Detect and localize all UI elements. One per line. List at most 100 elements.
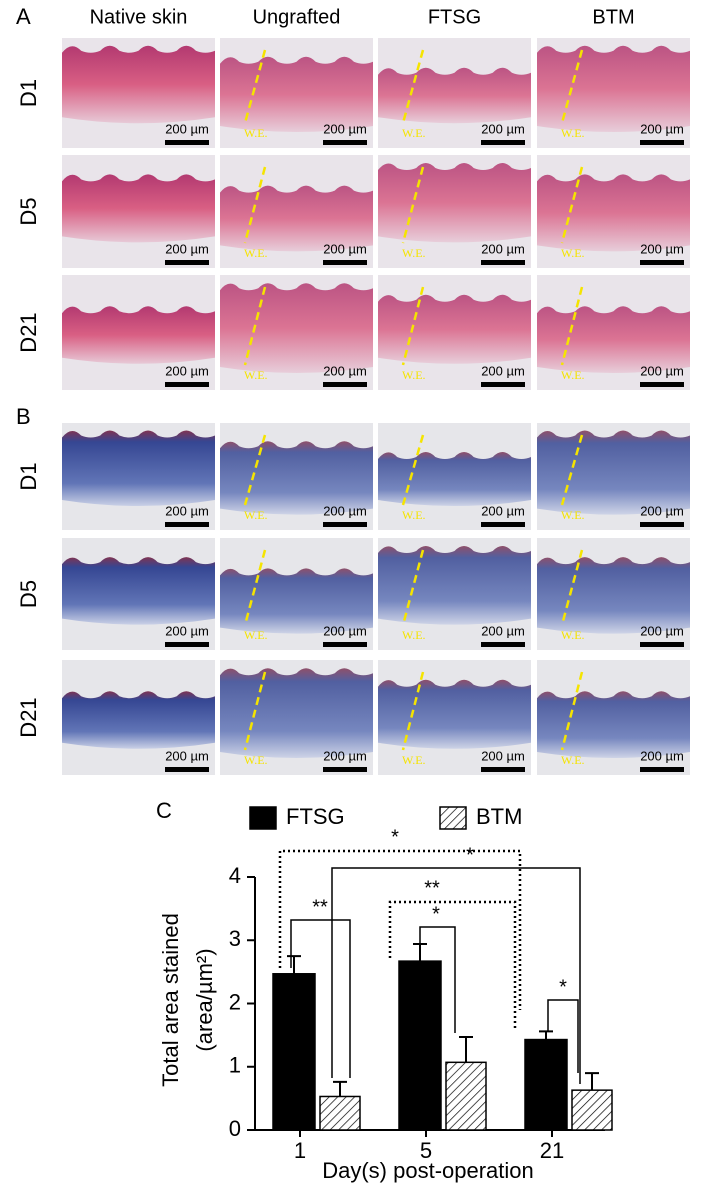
significance-label: * bbox=[466, 844, 474, 866]
scale-bar bbox=[165, 260, 209, 265]
tissue bbox=[220, 283, 373, 373]
scale-bar-label: 200 µm bbox=[640, 623, 684, 638]
scale-bar bbox=[323, 642, 367, 647]
wound-edge-label: W.E. bbox=[561, 753, 585, 767]
tissue bbox=[537, 306, 690, 373]
column-header: FTSG bbox=[428, 6, 481, 28]
wound-edge bbox=[401, 286, 425, 366]
wound-edge-label: W.E. bbox=[244, 246, 268, 260]
x-tick-label: 21 bbox=[540, 1138, 564, 1163]
tissue bbox=[220, 568, 373, 634]
scale-bar-label: 200 µm bbox=[323, 363, 367, 378]
scale-bar-label: 200 µm bbox=[640, 241, 684, 256]
scale-bar bbox=[165, 642, 209, 647]
scale-bar-label: 200 µm bbox=[640, 121, 684, 136]
y-axis-title: (area/µm²) bbox=[192, 948, 217, 1051]
scale-bar bbox=[481, 382, 525, 387]
scale-bar-label: 200 µm bbox=[165, 503, 209, 518]
scale-bar bbox=[165, 140, 209, 145]
tissue bbox=[378, 67, 531, 124]
scale-bar-label: 200 µm bbox=[481, 241, 525, 256]
panel-label: B bbox=[16, 404, 31, 429]
scale-bar-label: 200 µm bbox=[640, 363, 684, 378]
wound-edge-label: W.E. bbox=[244, 508, 268, 522]
wound-edge-label: W.E. bbox=[402, 246, 426, 260]
y-tick-label: 4 bbox=[229, 863, 241, 888]
wound-edge-label: W.E. bbox=[244, 126, 268, 140]
wound-edge-label: W.E. bbox=[561, 126, 585, 140]
scale-bar bbox=[640, 642, 684, 647]
scale-bar-label: 200 µm bbox=[640, 503, 684, 518]
wound-edge-label: W.E. bbox=[561, 508, 585, 522]
scale-bar bbox=[481, 260, 525, 265]
scale-bar bbox=[640, 767, 684, 772]
significance-bracket bbox=[419, 926, 456, 1033]
scale-bar bbox=[481, 767, 525, 772]
significance-bracket bbox=[388, 900, 517, 1030]
column-header: Native skin bbox=[90, 6, 188, 28]
y-tick-label: 3 bbox=[229, 926, 241, 951]
legend-label: FTSG bbox=[286, 804, 345, 829]
x-tick-label: 5 bbox=[420, 1138, 432, 1163]
bar bbox=[272, 973, 316, 1131]
scale-bar-label: 200 µm bbox=[481, 363, 525, 378]
scale-bar-label: 200 µm bbox=[481, 121, 525, 136]
significance-bracket bbox=[278, 849, 522, 1010]
panel-label: A bbox=[16, 4, 31, 29]
scale-bar-label: 200 µm bbox=[481, 623, 525, 638]
significance-bracket bbox=[290, 919, 351, 1078]
tissue bbox=[378, 545, 531, 625]
wound-edge-label: W.E. bbox=[561, 628, 585, 642]
error-bar bbox=[333, 1080, 347, 1097]
tissue bbox=[220, 185, 373, 252]
row-label: D1 bbox=[16, 79, 41, 107]
significance-label: * bbox=[559, 976, 567, 998]
significance-label: ** bbox=[312, 896, 328, 918]
wound-edge bbox=[243, 286, 267, 366]
legend-swatch bbox=[439, 806, 467, 830]
row-label: D21 bbox=[16, 697, 41, 737]
scale-bar-label: 200 µm bbox=[323, 241, 367, 256]
wound-edge bbox=[401, 671, 425, 751]
wound-edge-label: W.E. bbox=[402, 628, 426, 642]
scale-bar-label: 200 µm bbox=[481, 748, 525, 763]
tissue bbox=[537, 174, 690, 252]
scale-bar bbox=[481, 140, 525, 145]
tissue bbox=[220, 441, 373, 515]
y-axis-title: Total area stained bbox=[158, 913, 183, 1087]
scale-bar-label: 200 µm bbox=[165, 363, 209, 378]
column-header: BTM bbox=[592, 6, 634, 28]
scale-bar bbox=[640, 522, 684, 527]
bar bbox=[524, 1038, 568, 1131]
scale-bar bbox=[640, 382, 684, 387]
x-tick-label: 1 bbox=[294, 1138, 306, 1163]
scale-bar bbox=[323, 522, 367, 527]
wound-edge bbox=[560, 286, 584, 366]
significance-label: * bbox=[391, 826, 399, 848]
tissue bbox=[62, 45, 215, 124]
tissue bbox=[220, 668, 373, 758]
error-bar bbox=[539, 1030, 553, 1040]
y-tick-label: 1 bbox=[229, 1053, 241, 1078]
wound-edge-label: W.E. bbox=[402, 753, 426, 767]
tissue bbox=[378, 451, 531, 507]
scale-bar bbox=[323, 767, 367, 772]
significance-bracket bbox=[331, 867, 581, 1084]
error-bar bbox=[585, 1072, 599, 1091]
scale-bar bbox=[640, 140, 684, 145]
scale-bar-label: 200 µm bbox=[323, 121, 367, 136]
tissue bbox=[537, 45, 690, 132]
bar bbox=[319, 1095, 361, 1131]
scale-bar bbox=[165, 382, 209, 387]
row-label: D5 bbox=[16, 580, 41, 608]
scale-bar-label: 200 µm bbox=[323, 503, 367, 518]
scale-bar bbox=[323, 382, 367, 387]
column-header: Ungrafted bbox=[253, 6, 341, 28]
tissue bbox=[62, 174, 215, 243]
wound-edge-label: W.E. bbox=[244, 753, 268, 767]
y-tick-label: 0 bbox=[229, 1116, 241, 1141]
scale-bar-label: 200 µm bbox=[165, 623, 209, 638]
scale-bar-label: 200 µm bbox=[165, 748, 209, 763]
bar bbox=[571, 1089, 613, 1131]
scale-bar bbox=[165, 767, 209, 772]
